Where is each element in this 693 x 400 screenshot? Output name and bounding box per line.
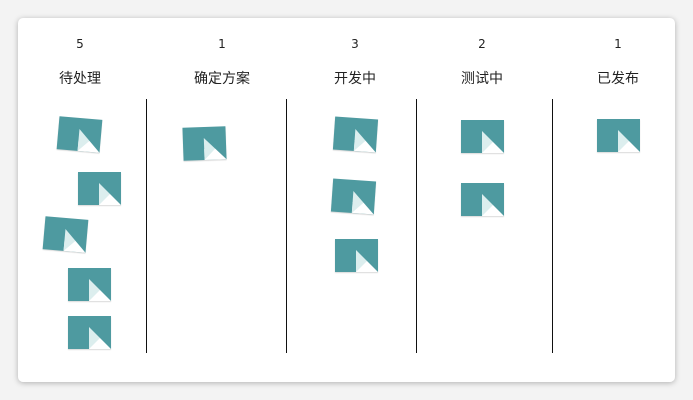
sticky-note[interactable]	[461, 120, 504, 153]
sticky-note[interactable]	[335, 239, 378, 272]
column-divider	[416, 99, 417, 353]
sticky-note[interactable]	[461, 183, 504, 216]
column-count-pending: 5	[76, 37, 84, 51]
column-title-test: 测试中	[461, 71, 503, 87]
column-title-dev: 开发中	[334, 71, 376, 87]
sticky-note[interactable]	[332, 116, 379, 153]
column-divider	[146, 99, 147, 353]
sticky-note[interactable]	[78, 172, 121, 205]
sticky-note[interactable]	[42, 216, 89, 253]
sticky-note[interactable]	[68, 316, 111, 349]
column-title-released: 已发布	[597, 71, 639, 87]
sticky-note[interactable]	[330, 178, 377, 215]
column-count-test: 2	[478, 37, 486, 51]
sticky-note[interactable]	[182, 126, 227, 161]
column-count-released: 1	[614, 37, 622, 51]
kanban-board: 5 待处理 1 确定方案 3 开发中 2 测试中 1 已发布	[18, 18, 675, 382]
column-title-pending: 待处理	[59, 71, 101, 87]
sticky-note[interactable]	[597, 119, 640, 152]
column-count-plan: 1	[218, 37, 226, 51]
sticky-note[interactable]	[68, 268, 111, 301]
column-title-plan: 确定方案	[194, 71, 250, 87]
column-count-dev: 3	[351, 37, 359, 51]
column-divider	[552, 99, 553, 353]
column-divider	[286, 99, 287, 353]
sticky-note[interactable]	[56, 116, 103, 153]
